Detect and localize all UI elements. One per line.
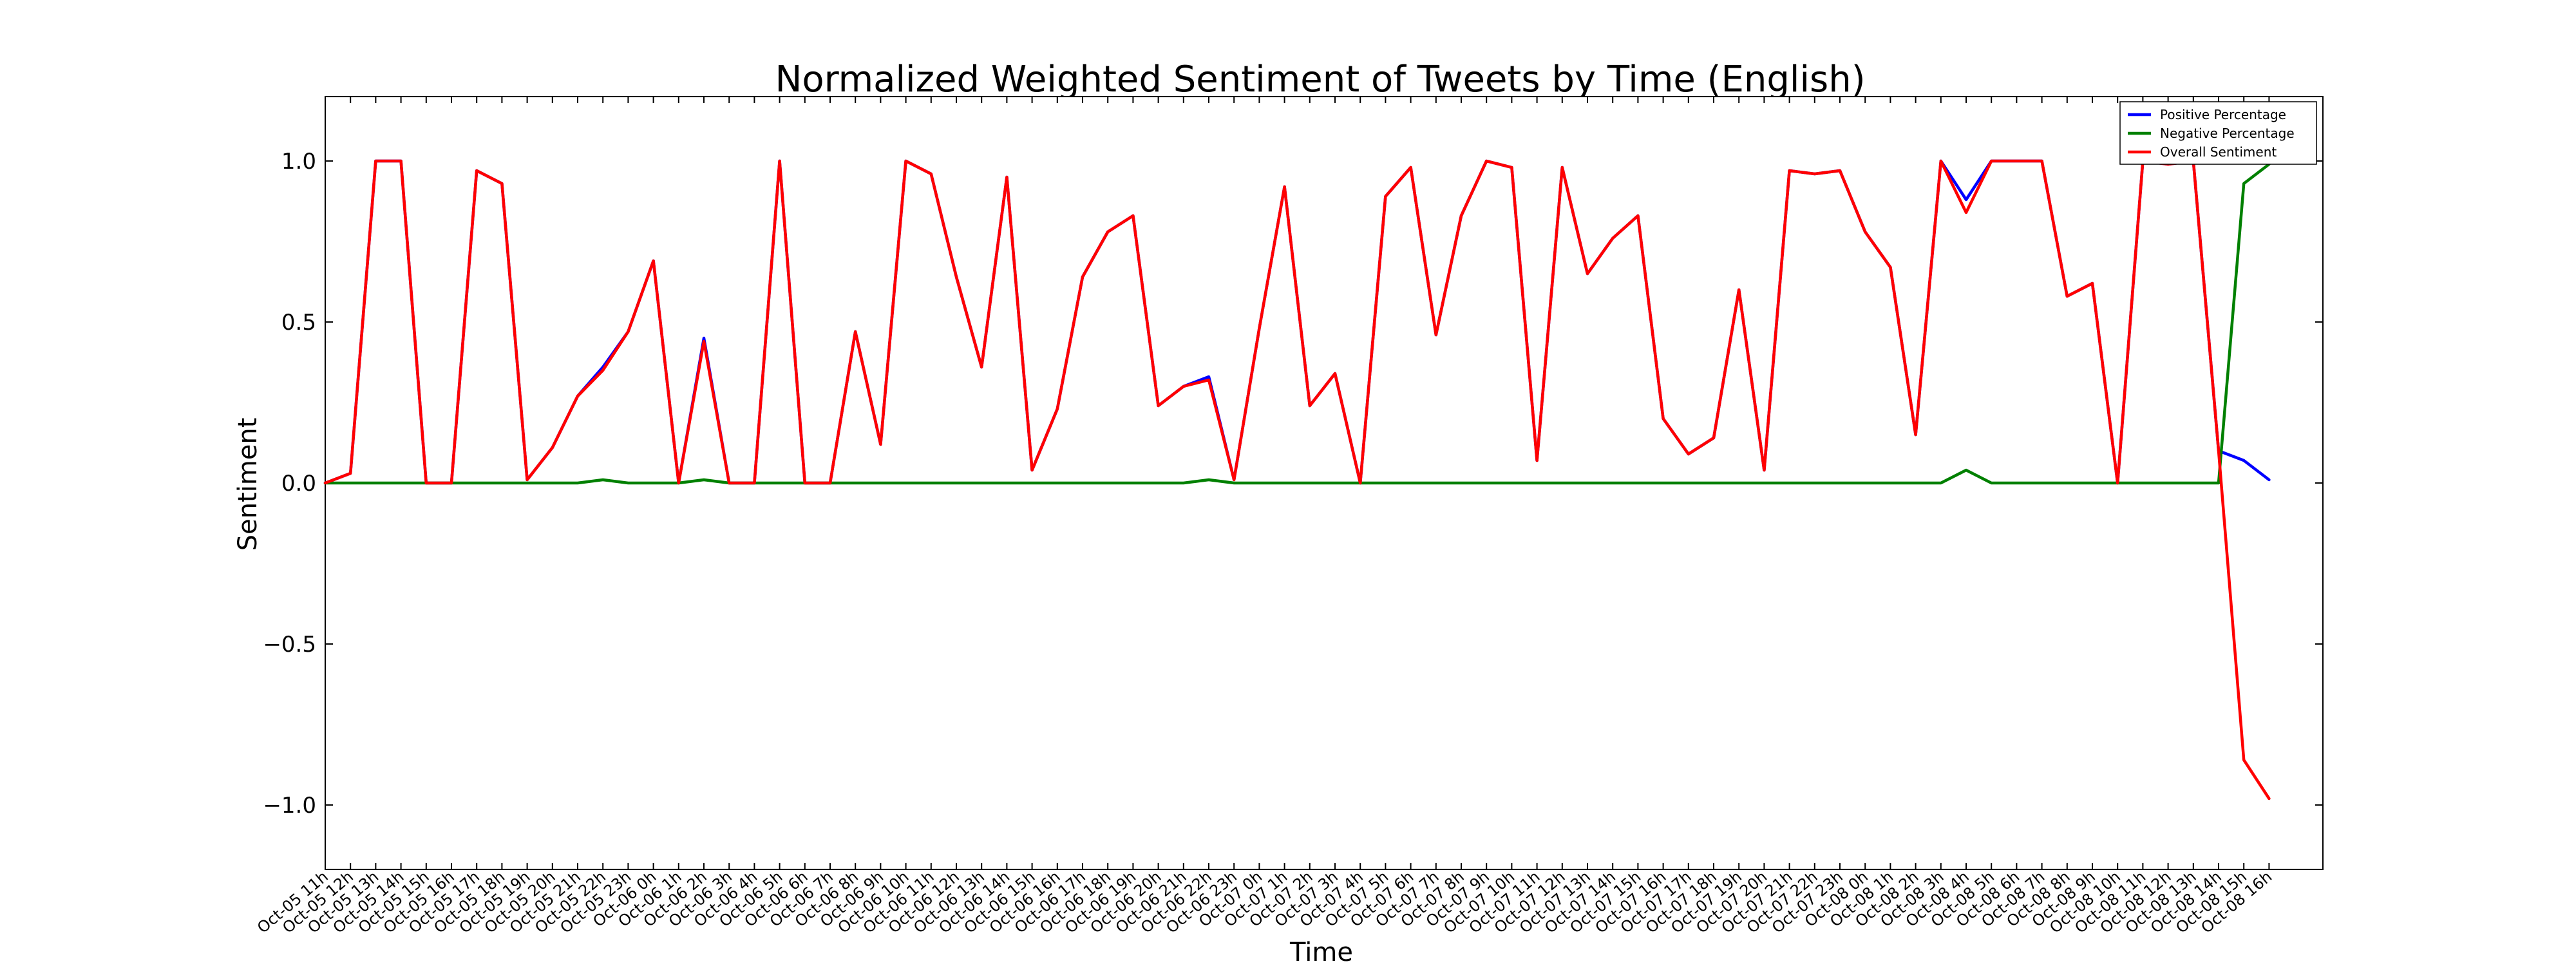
legend-entry: Negative Percentage — [2160, 126, 2295, 141]
y-tick-label: −1.0 — [263, 793, 316, 819]
series-line-negative-percentage — [323, 162, 2271, 485]
chart-title: Normalized Weighted Sentiment of Tweets … — [775, 59, 1865, 100]
y-tick-label: 1.0 — [281, 149, 316, 175]
series-line-overall-sentiment — [323, 159, 2271, 800]
x-axis-label: Time — [1289, 938, 1353, 966]
legend-box — [2119, 101, 2317, 165]
y-tick-label: 0.0 — [281, 471, 316, 497]
legend-entry: Positive Percentage — [2160, 107, 2286, 122]
series-lines — [323, 159, 2271, 800]
y-tick-label: −0.5 — [263, 632, 316, 658]
y-axis-label: Sentiment — [233, 418, 263, 551]
legend-entry: Overall Sentiment — [2160, 144, 2277, 160]
legend: Positive Percentage Negative Percentage Ov… — [2119, 101, 2317, 165]
y-axis: 1.0 0.5 0.0 −0.5 −1.0 — [263, 149, 2323, 819]
y-tick-label: 0.5 — [281, 310, 316, 336]
